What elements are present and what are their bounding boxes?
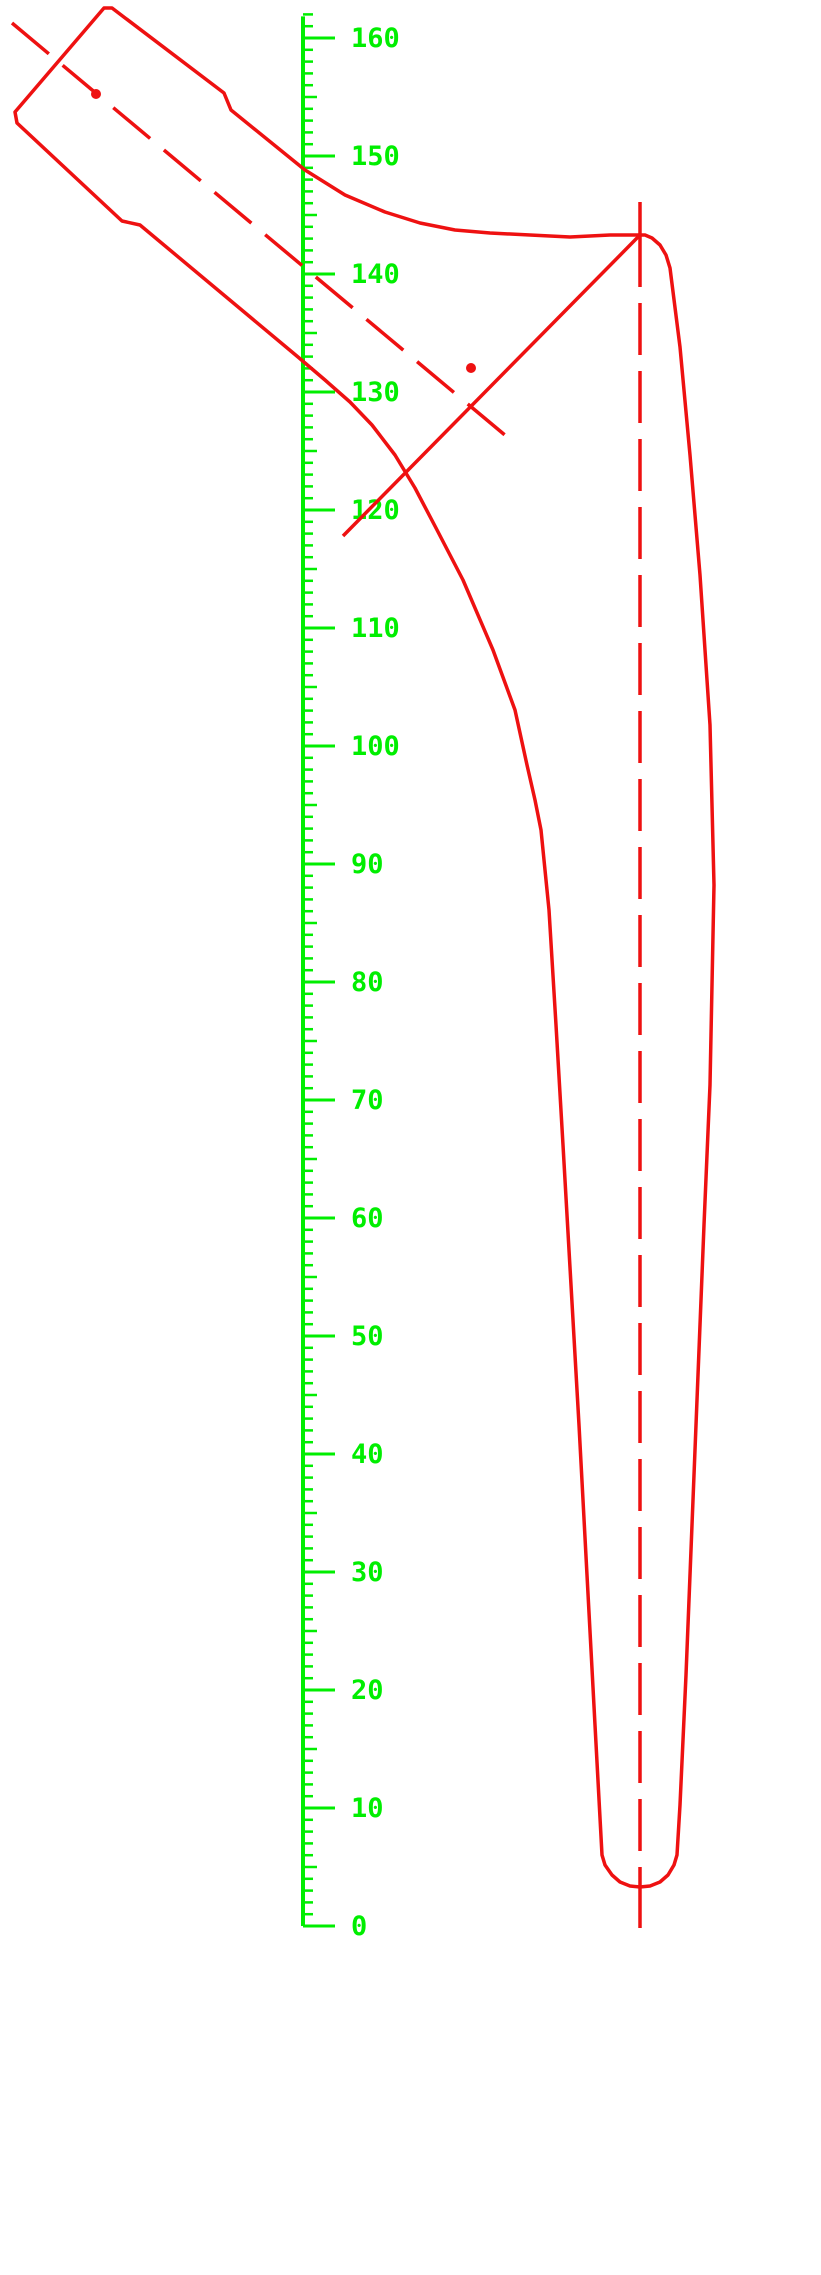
head-center-point <box>91 89 101 99</box>
neck-center-point <box>466 363 476 373</box>
ruler-label: 160 <box>351 23 400 54</box>
ruler-label: 150 <box>351 141 400 172</box>
ruler-label: 10 <box>351 1793 384 1824</box>
implant-outline <box>10 6 716 1928</box>
ruler-label: 80 <box>351 967 384 998</box>
ruler-label: 70 <box>351 1085 384 1116</box>
ruler-label: 20 <box>351 1675 384 1706</box>
ruler-label: 0 <box>351 1911 367 1942</box>
ruler-label: 100 <box>351 731 400 762</box>
ruler-label: 50 <box>351 1321 384 1352</box>
ruler-label: 90 <box>351 849 384 880</box>
neck-axis-dashed <box>10 21 514 443</box>
ruler-label: 30 <box>351 1557 384 1588</box>
head-line <box>341 233 642 538</box>
stem-outline <box>13 6 716 1889</box>
ruler-label: 60 <box>351 1203 384 1234</box>
ruler-label: 110 <box>351 613 400 644</box>
ruler-label: 40 <box>351 1439 384 1470</box>
ruler-label: 140 <box>351 259 400 290</box>
ruler-label: 130 <box>351 377 400 408</box>
